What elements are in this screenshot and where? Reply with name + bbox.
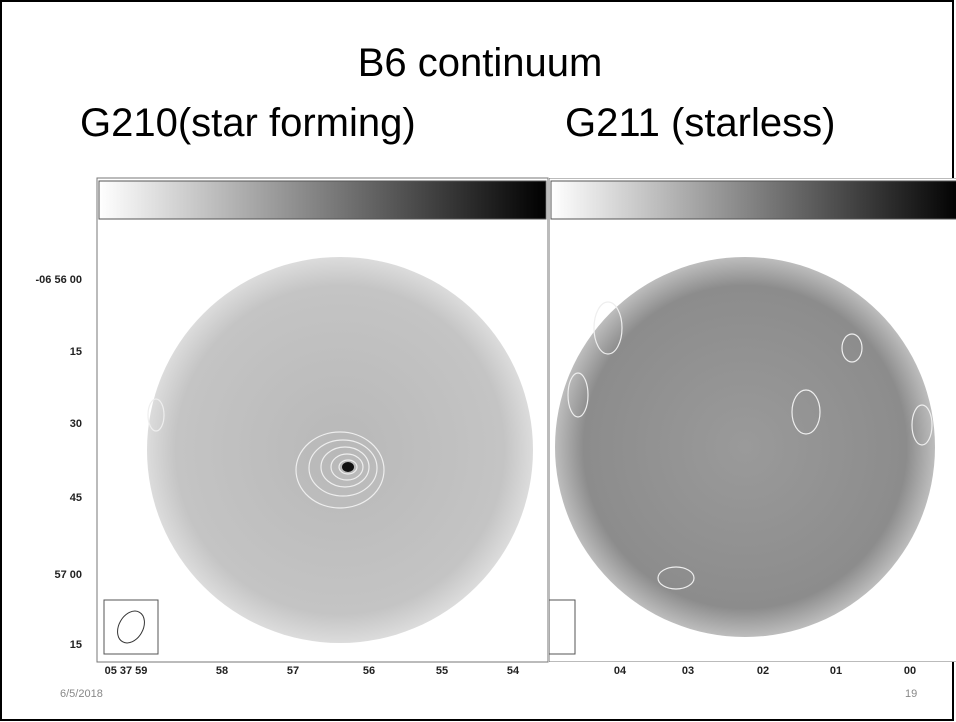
right-panel [549,178,956,662]
y-tick-label: 57 00 [54,569,82,581]
x-tick-label: 57 [287,665,299,677]
colorbar [550,180,956,220]
x-tick-label: 02 [757,665,769,677]
x-tick-label: 55 [436,665,448,677]
colorbar [98,180,547,220]
contours [147,398,385,509]
x-tick-label: 03 [682,665,694,677]
subtitle-left: G210(star forming) [80,101,416,145]
left-panel [96,177,549,663]
x-tick-label: 56 [363,665,375,677]
y-tick-label: 15 [70,639,82,651]
x-tick-label: 05 37 59 [105,665,148,677]
x-tick-label: 00 [904,665,916,677]
tick-labels: -06 56 00 15 30 45 57 00 15 05 37 59 58 57 56 55 54… [36,274,917,677]
contours [567,301,933,590]
slide-title: B6 continuum [358,41,603,85]
beam [117,610,145,644]
x-tick-label: 54 [507,665,520,677]
x-tick-label: 58 [216,665,228,677]
footer-date: 6/5/2018 [60,688,103,700]
x-tick-label: 01 [830,665,842,677]
y-tick-label: 45 [70,492,82,504]
beam-box [549,599,576,655]
map-image [555,257,935,637]
map-image [147,257,533,643]
y-tick-label: -06 56 00 [36,274,82,286]
y-tick-label: 15 [70,346,82,358]
source-peak [342,462,354,472]
subtitle-right: G211 (starless) [565,101,835,145]
y-tick-label: 30 [70,418,82,430]
x-tick-label: 04 [614,665,627,677]
footer-page: 19 [905,688,917,700]
beam-box [103,599,159,655]
